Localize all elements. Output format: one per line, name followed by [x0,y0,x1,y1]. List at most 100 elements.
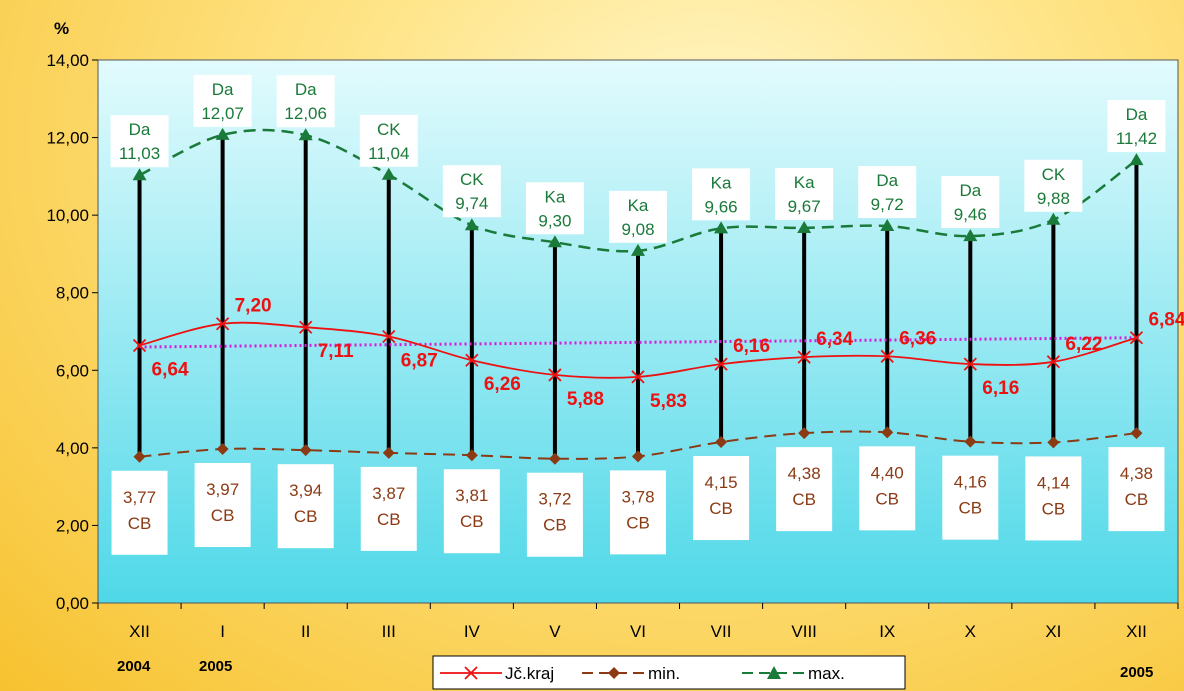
max-value-label: 9,46 [954,205,987,224]
max-point [381,167,396,180]
max-label-box [609,190,667,243]
avg-value-label: 6,26 [484,374,521,395]
y-axis: 0,00 2,00 4,00 6,00 8,00 10,00 12,00 14,00 [46,51,98,613]
min-value-label: 3,81 [455,486,488,505]
max-code-label: Ka [545,187,566,206]
min-value-label: 4,15 [705,473,738,492]
min-code-label: CB [1125,490,1149,509]
max-label-box [1107,100,1166,153]
max-code-label: Ka [711,173,732,192]
trendline [139,336,1137,349]
max-label-box [442,165,501,218]
y-tick-label: 8,00 [56,284,89,303]
x-tick-label: IV [464,622,481,641]
max-label-box [525,182,584,235]
max-value-label: 11,04 [368,144,409,163]
avg-value-label: 6,16 [982,378,1019,399]
avg-value-label: 6,22 [1065,334,1102,355]
avg-value-label: 6,64 [152,359,189,380]
min-label-box [360,466,417,551]
legend: Jč.kraj min. max. [432,655,906,690]
min-value-label: 4,14 [1037,473,1070,492]
y-tick-label: 14,00 [46,51,89,70]
max-code-label: Da [1126,105,1148,124]
data-labels: Da 11,03 Da 12,07 Da 12,06 CK 11,04 CK 9,74 Ka 9,30… [110,74,1184,557]
x-tick-label: III [382,622,396,641]
min-point [382,446,395,459]
max-point [631,243,645,256]
y-tick-label: 0,00 [56,594,89,613]
max-value-label: 11,42 [1116,129,1157,148]
avg-value-label: 6,16 [733,336,770,357]
min-point [881,426,894,439]
min-code-label: CB [460,512,484,531]
max-label-box [941,176,1000,229]
max-value-label: 9,30 [538,211,571,230]
max-value-label: 9,67 [788,197,821,216]
min-label-box [111,470,168,555]
min-point [133,450,146,463]
max-point [132,168,147,181]
min-code-label: CB [958,499,982,518]
legend-avg-marker [464,666,478,680]
avg-point [1129,331,1144,345]
min-code-label: CB [543,516,567,535]
avg-point [631,370,645,384]
max-code-label: Da [876,171,898,190]
x-tick-label: I [220,622,225,641]
min-value-label: 3,77 [123,488,156,507]
min-point [964,435,977,448]
y-axis-unit: % [54,19,69,38]
x-axis: XII I II III IV V VI VII VIII IX X XI XII [97,603,1179,641]
y-tick-label: 4,00 [56,439,89,458]
max-point [714,221,729,234]
x-tick-label: VIII [791,622,817,641]
max-label-box [1024,159,1083,212]
max-point [547,235,562,248]
max-label-box [858,166,917,219]
max-point [1129,153,1144,166]
max-label-box [193,74,252,127]
min-point [632,450,644,463]
min-point [465,449,478,462]
avg-point [1046,355,1061,369]
y-tick-label: 6,00 [56,361,89,380]
min-code-label: CB [377,510,401,529]
max-value-label: 11,03 [119,144,160,163]
max-code-label: Da [129,120,151,139]
min-point [548,452,561,465]
avg-point [880,349,894,363]
max-label-box [276,75,335,128]
avg-point [963,357,977,371]
min-code-label: CB [875,489,899,508]
x-tick-label: XII [129,622,150,641]
year-label-second: 2005 [199,658,232,675]
max-value-label: 12,07 [201,104,244,123]
x-tick-label: XII [1126,622,1147,641]
min-value-label: 3,94 [289,481,322,500]
min-label-box [610,470,666,555]
avg-point [714,357,728,371]
min-label-box [277,464,334,549]
min-point [798,427,811,440]
min-code-label: CB [211,506,235,525]
min-code-label: CB [294,507,318,526]
avg-value-label: 5,88 [567,389,604,410]
min-label-box [776,447,833,532]
avg-point [215,317,230,331]
min-label-box [194,463,251,548]
min-label-box [859,446,916,531]
min-code-label: CB [128,514,152,533]
min-label-box [443,469,500,554]
y-tick-label: 12,00 [46,129,89,148]
avg-value-label: 6,87 [401,351,438,372]
max-label-box [359,114,418,167]
min-value-label: 3,78 [621,487,654,506]
y-tick-label: 10,00 [46,206,89,225]
avg-point [797,350,811,364]
min-point [299,444,312,457]
max-point [215,127,230,140]
series-markers [132,127,1144,465]
max-value-label: 9,72 [871,195,904,214]
